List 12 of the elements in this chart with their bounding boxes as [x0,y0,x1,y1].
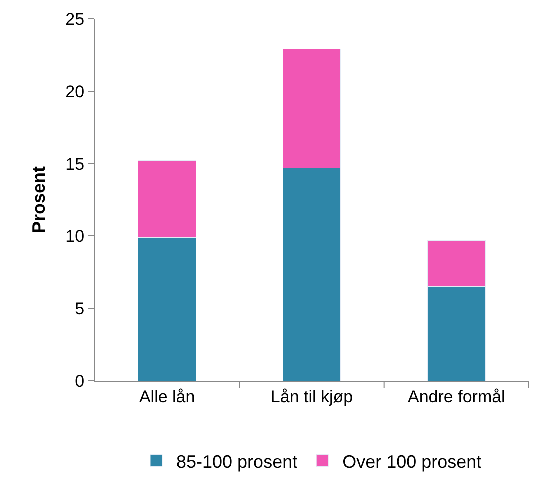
x-tick-label: Lån til kjøp [270,387,354,406]
legend-label: 85-100 prosent [176,452,298,472]
y-axis-title: Prosent [28,166,49,234]
x-tick-label: Alle lån [139,387,196,406]
y-tick-label: 0 [75,372,85,391]
y-tick-label: 10 [66,227,85,246]
y-tick-label: 15 [66,154,85,174]
y-tick-label: 5 [75,300,85,319]
y-tick-label: 20 [66,82,85,102]
y-tick-label: 25 [66,10,85,29]
legend-label: Over 100 prosent [342,452,482,472]
x-tick-label: Andre formål [408,387,506,406]
